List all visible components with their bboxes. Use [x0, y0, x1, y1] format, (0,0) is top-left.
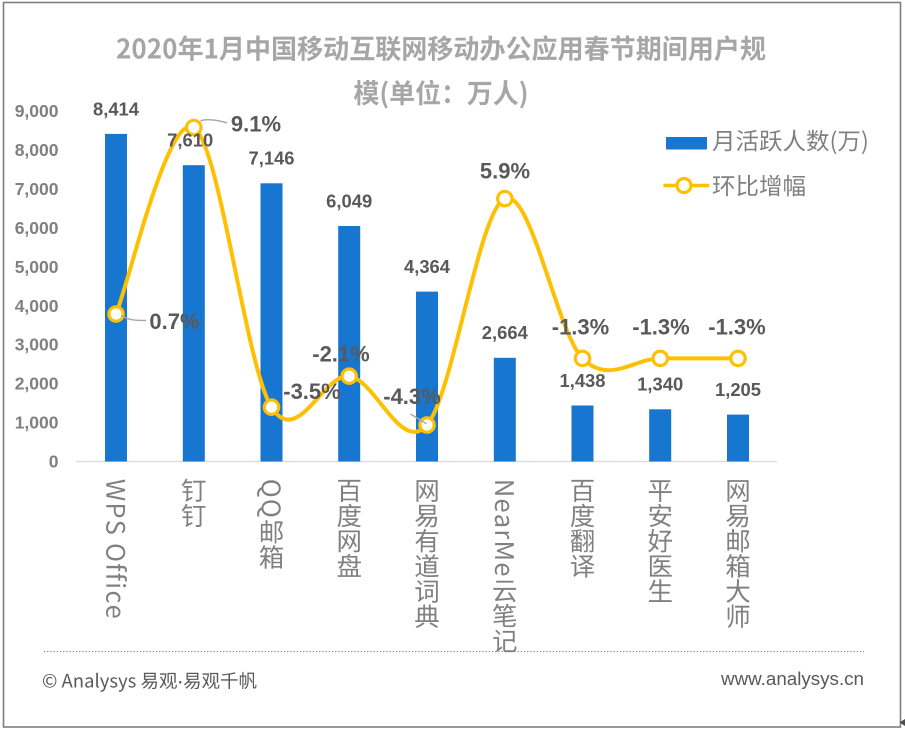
svg-text:0: 0 [49, 452, 59, 472]
svg-text:-1.3%: -1.3% [708, 314, 765, 339]
svg-text:2,000: 2,000 [15, 374, 59, 394]
svg-text:4,000: 4,000 [15, 296, 59, 316]
svg-text:1,438: 1,438 [559, 370, 605, 391]
svg-text:-1.3%: -1.3% [632, 314, 689, 339]
svg-text:8,414: 8,414 [93, 98, 140, 119]
svg-text:2,664: 2,664 [482, 322, 529, 343]
svg-text:-1.3%: -1.3% [552, 314, 609, 339]
svg-text:7,610: 7,610 [167, 130, 213, 151]
svg-text:4,364: 4,364 [404, 256, 451, 277]
svg-text:1,000: 1,000 [15, 413, 59, 433]
svg-text:5.9%: 5.9% [480, 158, 530, 183]
svg-text:8,000: 8,000 [15, 140, 59, 160]
svg-text:5,000: 5,000 [15, 257, 59, 277]
svg-text:-3.5%: -3.5% [283, 379, 340, 404]
svg-text:3,000: 3,000 [15, 335, 59, 355]
svg-text:www.analysys.cn: www.analysys.cn [720, 668, 864, 689]
svg-text:0.7%: 0.7% [149, 309, 199, 334]
svg-text:9.1%: 9.1% [231, 111, 281, 136]
svg-text:1,340: 1,340 [637, 374, 683, 395]
svg-text:1,205: 1,205 [715, 379, 761, 400]
svg-text:-2.1%: -2.1% [312, 341, 369, 366]
svg-text:6,049: 6,049 [326, 190, 372, 211]
svg-text:7,000: 7,000 [15, 179, 59, 199]
svg-text:6,000: 6,000 [15, 218, 59, 238]
svg-text:-4.3%: -4.3% [383, 384, 440, 409]
svg-text:9,000: 9,000 [15, 101, 59, 121]
svg-text:7,146: 7,146 [248, 148, 294, 169]
